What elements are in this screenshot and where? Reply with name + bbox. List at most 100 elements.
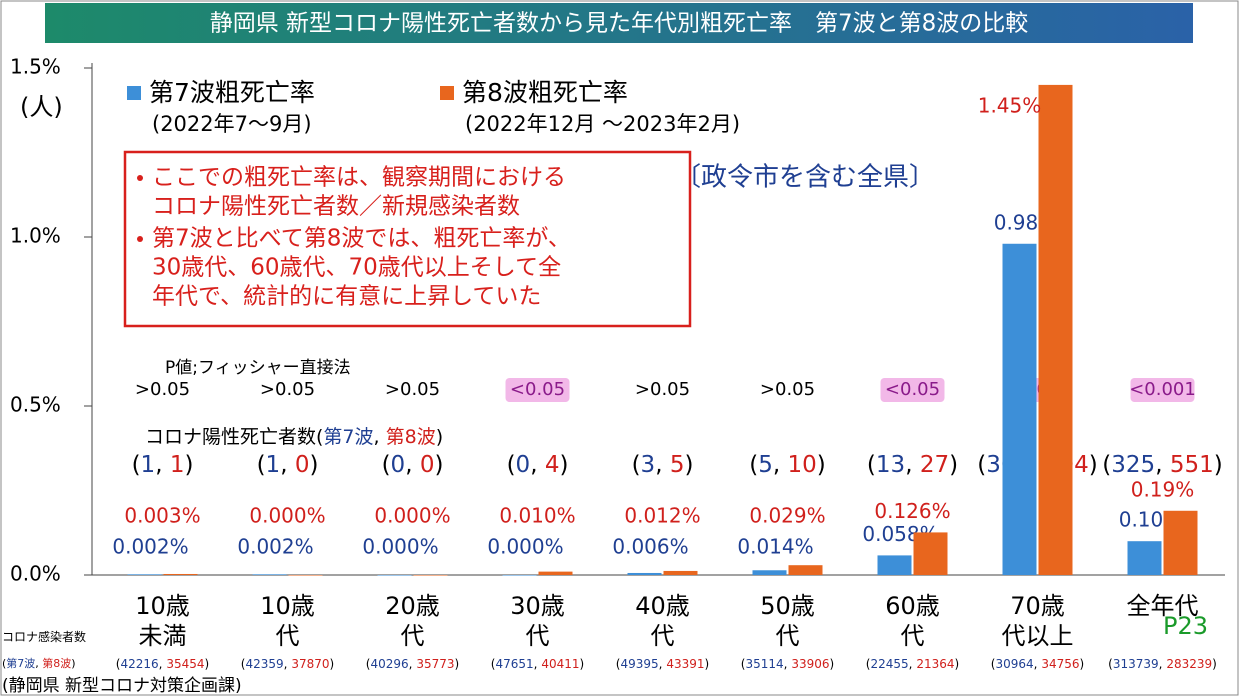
deaths-part: 10: [787, 452, 816, 478]
bar: [1163, 510, 1198, 575]
deaths-part: 13: [876, 452, 905, 478]
infections: (47651, 40411): [491, 657, 584, 671]
y-tick-label: 0.5%: [10, 393, 61, 417]
infections-part: (: [1108, 657, 1113, 671]
deaths-part: ,: [530, 452, 545, 478]
value-label: 0.029%: [749, 504, 825, 528]
infections-part: ): [1212, 657, 1217, 671]
title-bar: [45, 3, 1193, 43]
value-label: 0.006%: [612, 535, 688, 559]
deaths-part: ,: [1155, 452, 1170, 478]
bar: [252, 574, 287, 575]
y-tick-label: 1.5%: [10, 55, 61, 79]
deaths: (302, 504): [977, 452, 1097, 478]
infections-part: ): [830, 657, 835, 671]
infections-part: 313739: [1113, 657, 1159, 671]
deaths: (13, 27): [867, 452, 958, 478]
deaths-part: ,: [280, 452, 295, 478]
value-label: 0.19%: [1131, 477, 1195, 501]
legend-swatch: [127, 86, 141, 100]
bar: [1002, 243, 1037, 575]
deaths-label: コロナ陽性死亡者数(第7波, 第8波): [145, 426, 443, 448]
infections-part: ): [705, 657, 710, 671]
infections-part: (: [616, 657, 621, 671]
deaths-label-part: ,: [374, 426, 386, 448]
deaths-part: ): [559, 452, 568, 478]
x-tick-label: 20歳: [385, 592, 440, 620]
deaths: (0, 0): [382, 452, 444, 478]
value-label: 0.000%: [362, 535, 438, 559]
y-unit: (人): [20, 93, 63, 121]
chart-title: 静岡県 新型コロナ陽性死亡者数から見た年代別粗死亡率 第7波と第8波の比較: [210, 11, 1029, 37]
deaths-part: 325: [1111, 452, 1155, 478]
infections: (42216, 35454): [116, 657, 209, 671]
deaths-part: ,: [155, 452, 170, 478]
infections-part: 42216: [120, 657, 158, 671]
p-label: P値;フィッシャー直接法: [165, 358, 351, 378]
infections-part: 33906: [791, 657, 829, 671]
infections-part: 49395: [620, 657, 658, 671]
deaths-label-part: 第8波: [386, 426, 436, 448]
x-tick-label: 代: [901, 622, 925, 650]
deaths: (5, 10): [749, 452, 826, 478]
deaths-part: 3: [641, 452, 656, 478]
deaths-part: ): [817, 452, 826, 478]
deaths-part: 0: [516, 452, 531, 478]
deaths-part: (: [1102, 452, 1111, 478]
x-tick-label: 代: [651, 622, 675, 650]
p-value: >0.05: [635, 379, 690, 400]
legend-label: 第7波粗死亡率: [149, 78, 315, 107]
value-label: 0.000%: [249, 504, 325, 528]
legend-period: (2022年12月 〜2023年2月): [465, 112, 740, 136]
infections-part: 42359: [245, 657, 283, 671]
p-value: <0.05: [885, 379, 940, 400]
p-value: >0.05: [135, 379, 190, 400]
deaths-part: 1: [141, 452, 156, 478]
deaths-part: ): [684, 452, 693, 478]
infections: (42359, 37870): [241, 657, 334, 671]
infections-part: (: [116, 657, 121, 671]
bar: [413, 575, 448, 576]
infections-part: ,: [909, 657, 917, 671]
x-tick-label: 30歳: [510, 592, 565, 620]
infections-label-part: ,: [35, 657, 42, 670]
deaths-part: (: [382, 452, 391, 478]
x-tick-label: 10歳: [135, 592, 190, 620]
bar: [538, 571, 573, 575]
deaths-part: ): [309, 452, 318, 478]
infections-part: ,: [659, 657, 667, 671]
x-tick-label: 代: [526, 622, 550, 650]
infections-part: ,: [159, 657, 167, 671]
infections-label-part: ): [71, 657, 75, 670]
infections-part: ): [205, 657, 210, 671]
infections-label-part: 第7波: [6, 656, 35, 670]
infections-part: ,: [534, 657, 542, 671]
note-line: ここでの粗死亡率は、観察期間における: [152, 165, 566, 191]
deaths-part: 5: [670, 452, 685, 478]
deaths: (1, 0): [257, 452, 319, 478]
deaths-part: (: [749, 452, 758, 478]
bar: [877, 555, 912, 575]
value-label: 0.010%: [499, 504, 575, 528]
infections-part: ): [455, 657, 460, 671]
bar: [288, 575, 323, 576]
deaths-part: ): [1214, 452, 1223, 478]
bar: [127, 574, 162, 575]
infections-part: ): [1080, 657, 1085, 671]
infections: (40296, 35773): [366, 657, 459, 671]
note-line: コロナ陽性死亡者数／新規感染者数: [152, 194, 520, 220]
infections-label-part: 第8波: [42, 656, 71, 670]
infections-part: 35114: [745, 657, 783, 671]
infections-part: (: [241, 657, 246, 671]
x-tick-label: 代: [401, 622, 425, 650]
infections-part: 283239: [1166, 657, 1212, 671]
deaths-part: 0: [295, 452, 310, 478]
infections-part: ,: [1159, 657, 1167, 671]
infections-part: 22455: [870, 657, 908, 671]
x-tick-label: 全年代: [1127, 592, 1199, 620]
infections: (49395, 43391): [616, 657, 709, 671]
deaths-label-part: 第7波: [323, 426, 373, 448]
x-tick-label: 50歳: [760, 592, 815, 620]
deaths-part: 0: [391, 452, 406, 478]
